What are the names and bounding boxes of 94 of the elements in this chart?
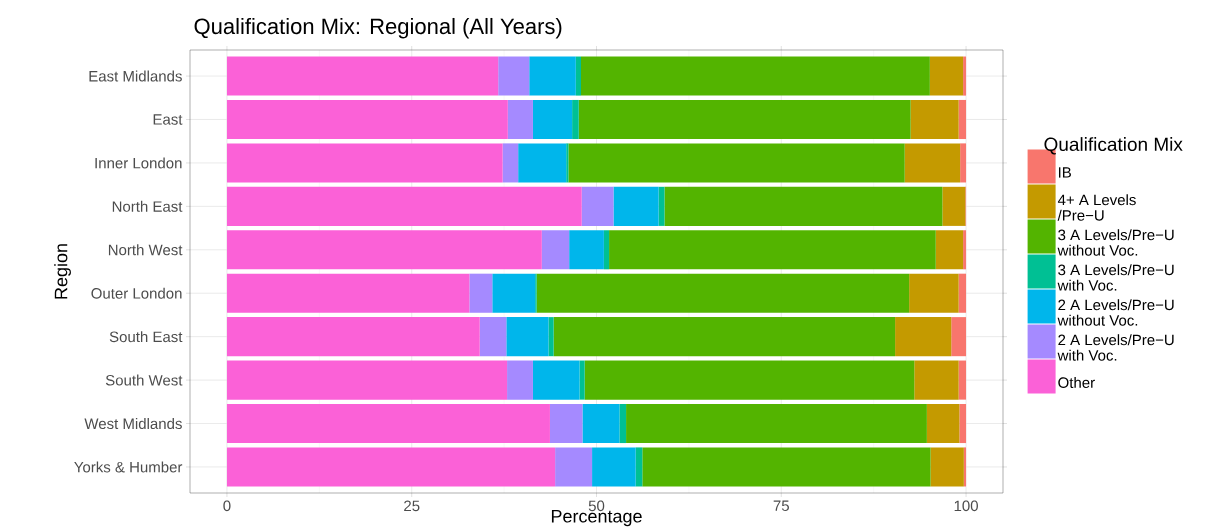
bar <box>469 273 493 313</box>
bar <box>566 143 569 183</box>
bar <box>613 186 659 226</box>
bar <box>572 99 579 140</box>
y-axis-title: Region <box>54 244 71 299</box>
bar <box>479 317 507 357</box>
bar <box>914 360 959 400</box>
bar <box>518 143 567 183</box>
x-tick-label: 25 <box>404 500 420 512</box>
bar <box>536 273 910 313</box>
bar <box>935 230 964 270</box>
bar <box>658 186 665 226</box>
bar <box>910 99 959 140</box>
y-tick-label: South East <box>109 331 183 343</box>
bar <box>226 360 508 400</box>
bar <box>584 360 915 400</box>
y-tick-label: North West <box>108 244 183 256</box>
bar <box>507 360 533 400</box>
x-tick-label: 75 <box>773 500 789 511</box>
bar <box>502 143 519 183</box>
y-tick-label: Yorks & Humber <box>74 461 183 473</box>
bar <box>926 403 960 444</box>
bar <box>507 99 533 140</box>
bar <box>578 99 911 140</box>
bar <box>904 143 961 183</box>
bar <box>226 273 470 313</box>
y-tick-label: South West <box>105 374 183 386</box>
y-tick-label: East Midlands <box>89 70 182 82</box>
bar <box>635 447 643 487</box>
y-tick-label: North East <box>112 200 183 212</box>
bar <box>963 56 967 96</box>
bar <box>226 186 582 226</box>
x-tick-label: 0 <box>223 500 231 512</box>
bar <box>548 317 554 357</box>
bar <box>930 447 964 487</box>
bar <box>549 403 583 444</box>
bar <box>929 56 964 96</box>
bar <box>226 143 503 183</box>
bar <box>609 230 936 270</box>
bar <box>951 317 967 357</box>
bar <box>569 230 604 270</box>
bar <box>226 230 542 270</box>
bar <box>959 403 967 444</box>
bar <box>619 403 627 444</box>
bar <box>532 360 580 400</box>
bar <box>226 56 499 96</box>
bar <box>958 273 967 313</box>
bar <box>960 143 967 183</box>
x-axis-title: Percentage <box>551 510 642 527</box>
bar <box>592 447 636 487</box>
legend-label: IB <box>1058 167 1071 178</box>
y-tick-label: Outer London <box>91 287 182 299</box>
bar <box>226 99 508 140</box>
bar <box>568 143 905 183</box>
bar <box>529 56 576 96</box>
x-tick-label: 100 <box>954 500 978 512</box>
y-tick-label: Inner London <box>95 157 182 169</box>
bar <box>579 360 585 400</box>
bar <box>958 99 967 140</box>
bar <box>626 403 927 444</box>
bar <box>532 99 573 140</box>
legend-label: 2 A Levels/Pre−U without Voc. <box>1057 299 1174 326</box>
bar <box>963 447 967 487</box>
bar <box>958 360 967 400</box>
bar <box>553 317 896 357</box>
bar <box>580 56 930 96</box>
bar <box>603 230 610 270</box>
legend-label: 2 A Levels/Pre−U with Voc. <box>1057 334 1174 361</box>
legend-label: 3 A Levels/Pre−U with Voc. <box>1057 264 1174 291</box>
bar <box>582 403 620 444</box>
bar <box>642 447 931 487</box>
bar <box>226 447 556 487</box>
bar <box>909 273 959 313</box>
legend-label: 3 A Levels/Pre−U without Voc. <box>1057 229 1174 256</box>
bar <box>963 230 967 270</box>
bar <box>226 403 550 444</box>
bar <box>555 447 593 487</box>
bar <box>942 186 966 226</box>
bar <box>575 56 581 96</box>
bar <box>664 186 943 226</box>
x-tick-label: 50 <box>588 500 605 512</box>
bar <box>581 186 614 226</box>
bar <box>541 230 570 270</box>
bar <box>506 317 549 357</box>
chart-title: Qualification Mix: Regional (All Years) <box>194 17 562 39</box>
y-tick-label: West Midlands <box>84 418 182 430</box>
bar <box>492 273 536 313</box>
bar <box>226 317 480 357</box>
legend-label: Other <box>1058 376 1095 388</box>
bar <box>498 56 530 96</box>
legend-label: 4+ A Levels /Pre−U <box>1057 194 1136 221</box>
bar <box>895 317 952 357</box>
y-tick-label: East <box>153 114 183 125</box>
legend-title: Qualification Mix <box>1044 137 1183 155</box>
